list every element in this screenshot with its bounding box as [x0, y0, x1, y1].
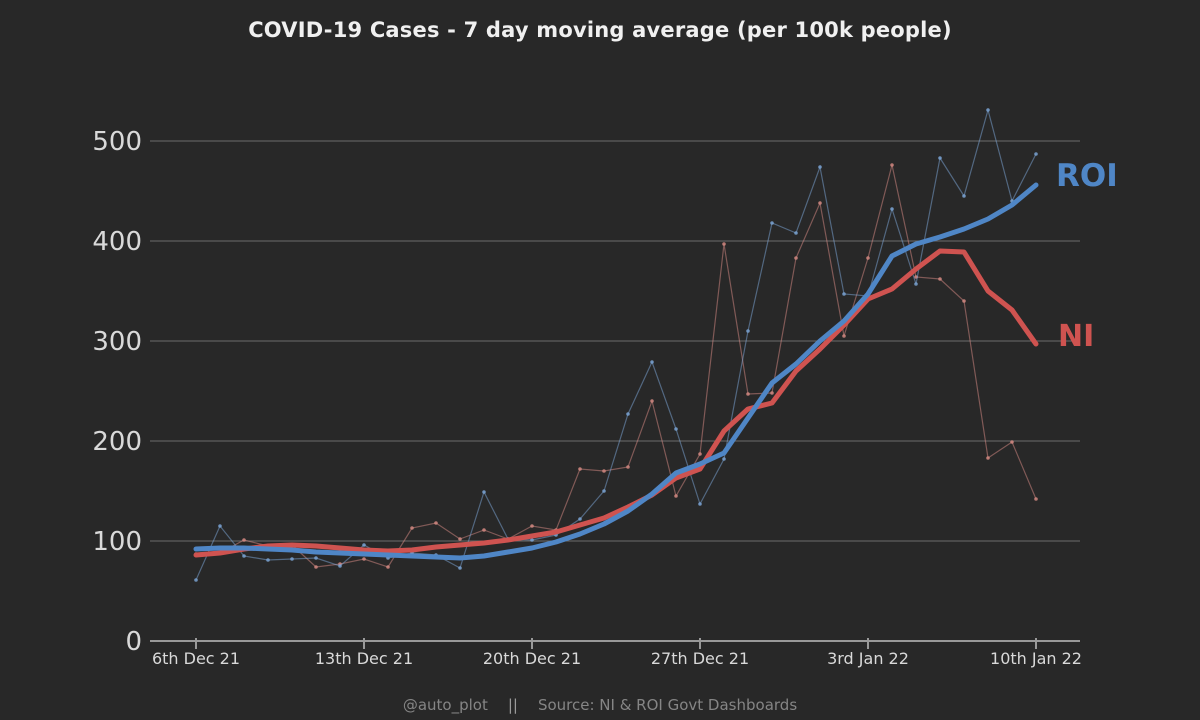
ni-daily-marker	[818, 201, 822, 205]
roi-daily-marker	[698, 502, 702, 506]
ni-daily-marker	[890, 163, 894, 167]
footer-handle: @auto_plot	[402, 696, 488, 714]
roi-daily-marker	[794, 231, 798, 235]
x-tick-label: 3rd Jan 22	[827, 649, 909, 668]
roi-daily-marker	[290, 557, 294, 561]
series-roi-daily	[194, 107, 1038, 582]
roi-daily-marker	[890, 207, 894, 211]
roi-daily-marker	[938, 156, 942, 160]
roi-daily-marker	[1034, 152, 1038, 156]
ni-daily-marker	[986, 456, 990, 460]
roi-daily-marker	[674, 427, 678, 431]
roi-daily-marker	[218, 524, 222, 528]
ni-daily-marker	[578, 467, 582, 471]
y-tick-label-500: 500	[92, 127, 142, 157]
ni-daily-marker	[674, 494, 678, 498]
gridlines	[150, 140, 1080, 642]
ni-daily-marker	[746, 392, 750, 396]
roi-daily-marker	[482, 490, 486, 494]
roi-daily-marker	[770, 221, 774, 225]
roi-daily-marker	[242, 554, 246, 558]
ni-daily-marker	[698, 452, 702, 456]
series-roi-7-day-moving-average	[193, 182, 1039, 561]
roi-daily-marker	[362, 543, 366, 547]
y-tick-label-200: 200	[92, 427, 142, 457]
roi-daily-marker	[722, 457, 726, 461]
roi-daily-marker	[194, 578, 198, 582]
roi-daily-marker	[914, 282, 918, 286]
ni-daily-marker	[1034, 497, 1038, 501]
ni-daily-marker	[866, 256, 870, 260]
ni-daily-marker	[770, 391, 774, 395]
roi-daily-marker	[986, 108, 990, 112]
series-ni-daily	[194, 163, 1038, 569]
ni-daily-marker	[458, 537, 462, 541]
ni-daily-marker	[722, 242, 726, 246]
x-axis: 6th Dec 21 13th Dec 21 20th Dec 21 27th Dec…	[152, 638, 1082, 668]
footer-caption: @auto_plot || Source: NI & ROI Govt Dashbo…	[0, 696, 1200, 714]
roi-daily-line	[195, 107, 1037, 581]
footer-source: Source: NI & ROI Govt Dashboards	[537, 696, 798, 714]
roi-7-day-moving-average-line	[193, 182, 1039, 561]
roi-daily-marker	[650, 360, 654, 364]
ni-7-day-moving-average-line	[193, 248, 1039, 558]
footer-separator: ||	[507, 696, 518, 714]
roi-daily-marker	[266, 558, 270, 562]
roi-daily-marker	[962, 194, 966, 198]
x-tick-label: 20th Dec 21	[483, 649, 581, 668]
ni-daily-marker	[962, 299, 966, 303]
ni-daily-marker	[362, 557, 366, 561]
x-tick-label: 10th Jan 22	[990, 649, 1082, 668]
ni-daily-marker	[626, 465, 630, 469]
roi-daily-marker	[602, 489, 606, 493]
ni-daily-marker	[242, 538, 246, 542]
y-axis-tick-labels: 0 100 200 300 400 500	[92, 127, 142, 657]
ni-daily-marker	[314, 565, 318, 569]
roi-daily-marker	[746, 329, 750, 333]
roi-daily-marker	[314, 556, 318, 560]
ni-daily-marker	[434, 521, 438, 525]
roi-daily-marker	[458, 566, 462, 570]
roi-daily-marker	[530, 538, 534, 542]
y-tick-label-400: 400	[92, 227, 142, 257]
ni-daily-marker	[410, 526, 414, 530]
roi-daily-marker	[626, 412, 630, 416]
y-tick-label-0: 0	[125, 627, 142, 657]
roi-daily-marker	[818, 165, 822, 169]
ni-daily-marker	[1010, 440, 1014, 444]
x-tick-label: 27th Dec 21	[651, 649, 749, 668]
roi-daily-marker	[842, 292, 846, 296]
ni-daily-marker	[794, 256, 798, 260]
ni-daily-marker	[650, 399, 654, 403]
roi-daily-marker	[578, 517, 582, 521]
y-tick-label-300: 300	[92, 327, 142, 357]
ni-daily-line	[195, 164, 1037, 568]
y-tick-label-100: 100	[92, 527, 142, 557]
ni-daily-marker	[482, 528, 486, 532]
roi-daily-marker	[338, 564, 342, 568]
x-tick-label: 13th Dec 21	[315, 649, 413, 668]
x-tick-label: 6th Dec 21	[152, 649, 240, 668]
ni-daily-marker	[530, 524, 534, 528]
series-label-ni: NI	[1058, 319, 1095, 354]
chart-title: COVID-19 Cases - 7 day moving average (p…	[248, 18, 952, 42]
ni-daily-marker	[386, 565, 390, 569]
series-label-roi: ROI	[1056, 158, 1118, 194]
ni-daily-marker	[602, 469, 606, 473]
series-ni-7-day-moving-average	[193, 248, 1039, 558]
ni-daily-marker	[938, 277, 942, 281]
ni-daily-marker	[842, 334, 846, 338]
